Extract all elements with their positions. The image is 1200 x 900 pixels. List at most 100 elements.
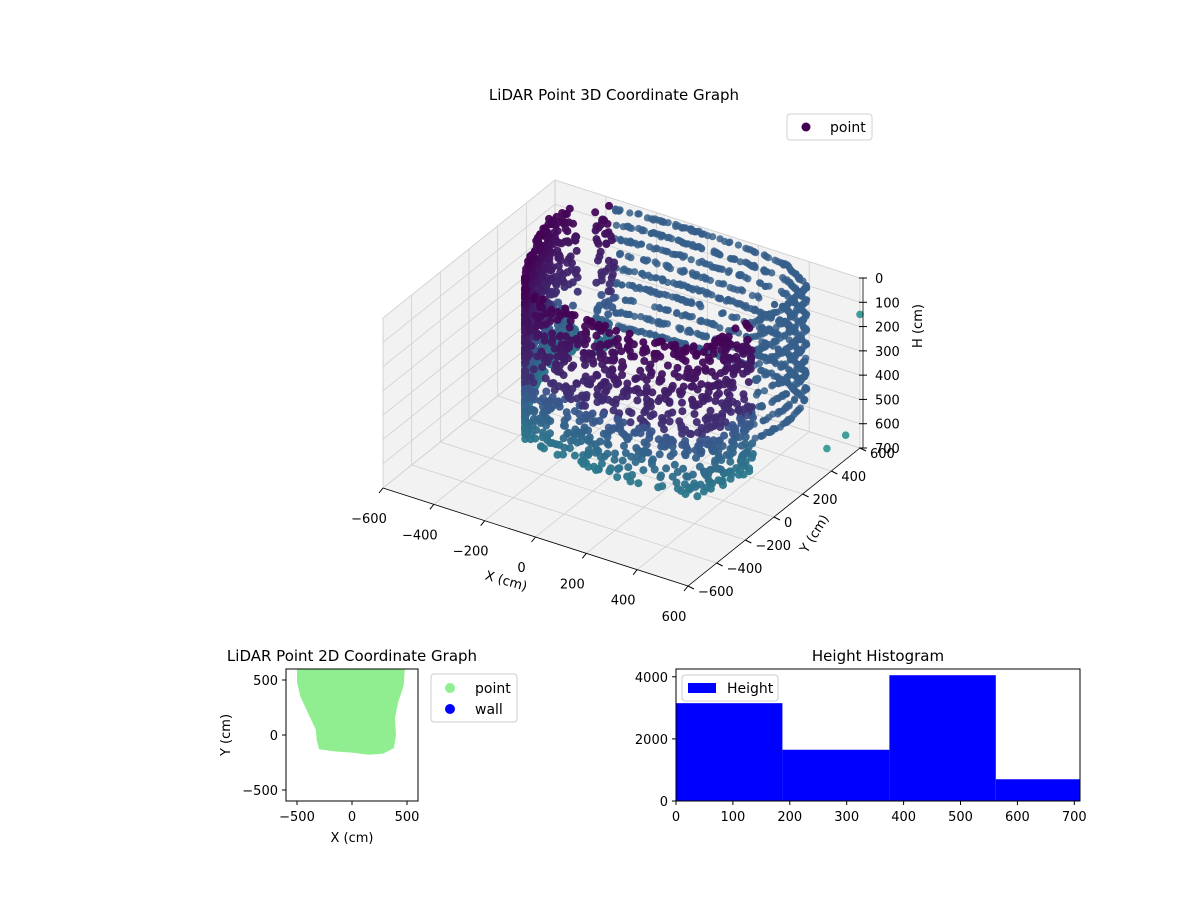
cloud-point [801, 395, 809, 404]
cloud-point [726, 474, 735, 483]
cloud-point [640, 408, 649, 417]
cloud-point [609, 356, 618, 365]
cloud-point [702, 290, 710, 298]
cloud-point [616, 251, 624, 259]
cloud-point [699, 487, 708, 496]
cloud-point [596, 437, 605, 446]
cloud-point [726, 444, 735, 453]
cloud-point [751, 332, 759, 340]
z-axis-3d-tick-label: 500 [875, 393, 900, 408]
histogram-x-tick-label: 300 [834, 810, 859, 825]
x-axis-3d-tick-label: −400 [402, 528, 438, 543]
cloud-point [704, 381, 712, 390]
cloud-point [541, 374, 550, 383]
cloud-point [620, 441, 628, 450]
cloud-point [527, 341, 536, 350]
z-axis-3d-tick-label: 0 [875, 272, 883, 287]
cloud-point [624, 252, 632, 260]
cloud-point [762, 357, 770, 365]
y-axis-3d-tick [687, 585, 695, 590]
cloud-point [751, 318, 759, 326]
x-axis-3d-tick [480, 520, 486, 526]
cloud-point [687, 382, 696, 391]
outlier-point [856, 310, 864, 319]
cloud-point [602, 386, 611, 395]
y-axis-3d-tick-label: 200 [813, 493, 838, 508]
cloud-point [565, 323, 574, 332]
cloud-point [593, 371, 602, 380]
histogram-frame [675, 668, 1081, 802]
cloud-point [601, 321, 610, 330]
cloud-point [672, 222, 680, 231]
cloud-point [581, 401, 590, 410]
cloud-point [695, 287, 703, 295]
x-axis-2d-tick-label: 500 [395, 810, 420, 825]
cloud-point [657, 442, 666, 451]
histogram-x-tick-label: 700 [1062, 810, 1087, 825]
cloud-point [759, 417, 767, 425]
cloud-point [611, 449, 619, 458]
cloud-point [605, 280, 614, 288]
cloud-point [707, 367, 716, 376]
y-axis-2d-label: Y (cm) [219, 714, 234, 757]
cloud-point [524, 257, 532, 266]
histogram-bars [676, 675, 1080, 801]
cloud-point [532, 426, 541, 434]
chart-3d: LiDAR Point 3D Coordinate Graph −600 −400… [351, 86, 926, 625]
cloud-point [546, 417, 555, 425]
cloud-point [619, 266, 627, 274]
cloud-point [676, 326, 684, 334]
cloud-point [651, 258, 659, 266]
cloud-point [701, 364, 710, 373]
cloud-point [639, 338, 648, 347]
cloud-point [755, 403, 763, 411]
cloud-point [741, 433, 750, 441]
cloud-point [543, 358, 552, 366]
cloud-point [592, 278, 601, 287]
cloud-point [695, 259, 703, 267]
cloud-point [646, 412, 655, 421]
cloud-point [531, 292, 539, 301]
chart-2d-title: LiDAR Point 2D Coordinate Graph [227, 647, 477, 665]
cloud-point [736, 258, 744, 266]
y-axis-3d-tick [773, 516, 781, 521]
cloud-point [530, 407, 539, 416]
cloud-point [682, 472, 691, 481]
cloud-point [728, 437, 737, 446]
cloud-point [603, 449, 612, 458]
cloud-point [542, 387, 551, 396]
cloud-point [540, 444, 548, 453]
cloud-point [559, 450, 567, 459]
cloud-point [768, 269, 776, 277]
cloud-point [680, 449, 689, 458]
cloud-point [555, 402, 564, 411]
cloud-point [655, 450, 664, 459]
cloud-point [772, 323, 780, 331]
cloud-point [673, 309, 681, 318]
cloud-point [591, 226, 600, 235]
cloud-point [673, 363, 682, 372]
histogram-y-axis: 0 2000 4000 [635, 671, 676, 810]
cloud-point [609, 406, 618, 415]
cloud-point [695, 462, 704, 471]
cloud-point [689, 271, 697, 279]
cloud-point [736, 456, 745, 465]
cloud-point [739, 426, 748, 435]
cloud-point [699, 348, 708, 356]
cloud-point [546, 429, 554, 438]
cloud-point [654, 435, 663, 444]
point-cloud-3d [520, 201, 864, 501]
cloud-point [690, 410, 699, 418]
cloud-point [786, 312, 795, 320]
cloud-point [670, 369, 679, 378]
cloud-point [733, 313, 741, 321]
cloud-point [681, 372, 690, 381]
cloud-point [711, 458, 719, 467]
cloud-point [561, 421, 569, 430]
cloud-point [599, 410, 608, 419]
cloud-point [566, 316, 575, 325]
cloud-point [732, 464, 741, 473]
cloud-point [630, 386, 639, 395]
cloud-point [658, 414, 667, 422]
cloud-point [538, 295, 547, 304]
